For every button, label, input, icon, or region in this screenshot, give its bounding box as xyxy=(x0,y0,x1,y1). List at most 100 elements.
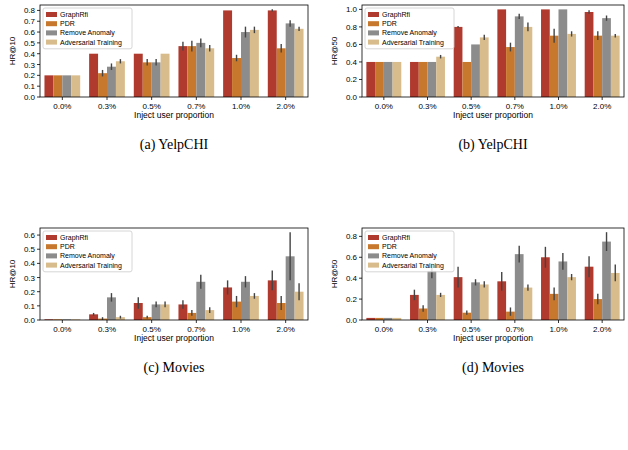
legend-label: Remove Anomaly xyxy=(382,252,437,260)
error-bar xyxy=(272,270,273,290)
x-axis-label: Inject user proportion xyxy=(134,110,214,120)
error-bar xyxy=(475,279,476,285)
x-tick-label: 0.0% xyxy=(375,102,393,111)
y-tick-label: 0.6 xyxy=(24,231,36,240)
y-tick-label: 0.4 xyxy=(346,274,358,283)
x-axis-label: Inject user proportion xyxy=(134,333,214,343)
error-bar xyxy=(466,311,467,315)
y-tick-label: 0.4 xyxy=(346,58,358,67)
error-bar xyxy=(615,34,616,38)
bar xyxy=(205,48,214,97)
bar xyxy=(611,36,620,97)
bar xyxy=(134,54,143,97)
y-tick xyxy=(359,278,362,279)
x-tick-label: 2.0% xyxy=(593,325,611,334)
x-tick-label: 0.3% xyxy=(98,102,116,111)
y-tick xyxy=(359,299,362,300)
x-tick xyxy=(241,97,242,100)
y-tick-label: 0.0 xyxy=(346,316,358,325)
y-tick xyxy=(37,305,40,306)
bar xyxy=(541,9,550,97)
legend: GraphRfiPDRRemove AnomalyAdversarial Tra… xyxy=(365,231,454,272)
x-tick xyxy=(514,320,515,323)
legend-swatch xyxy=(46,263,57,268)
error-bar xyxy=(209,307,210,313)
error-bar xyxy=(545,247,546,268)
y-tick-label: 0.6 xyxy=(346,40,358,49)
bar xyxy=(559,9,568,97)
x-tick-label: 0.0% xyxy=(375,325,393,334)
error-bar xyxy=(102,317,103,320)
x-tick-label: 0.3% xyxy=(418,102,436,111)
error-bar xyxy=(510,307,511,315)
y-tick-label: 0.3 xyxy=(24,274,36,283)
error-bar xyxy=(146,59,147,65)
bar xyxy=(471,44,480,97)
error-bar xyxy=(588,256,589,277)
y-tick xyxy=(37,320,40,321)
error-bar xyxy=(146,316,147,319)
x-tick-label: 2.0% xyxy=(277,102,295,111)
legend-swatch xyxy=(368,263,379,268)
x-tick xyxy=(427,320,428,323)
legend-swatch xyxy=(46,235,57,240)
bar xyxy=(178,46,187,97)
legend-swatch xyxy=(368,253,379,258)
y-tick-label: 0.5 xyxy=(24,39,36,48)
legend-swatch xyxy=(368,40,379,45)
y-tick xyxy=(37,75,40,76)
bar xyxy=(250,30,259,97)
bar xyxy=(384,62,393,97)
y-tick xyxy=(37,235,40,236)
legend-label: GraphRfi xyxy=(382,234,410,242)
bar xyxy=(524,27,533,97)
bar xyxy=(567,277,576,320)
y-tick xyxy=(359,97,362,98)
x-tick-label: 0.0% xyxy=(53,325,71,334)
error-bar xyxy=(227,280,228,294)
legend-label: Adversarial Training xyxy=(382,262,444,270)
legend-swatch xyxy=(368,12,379,17)
error-bar xyxy=(484,281,485,287)
y-tick-label: 0.4 xyxy=(24,259,36,268)
error-bar xyxy=(111,293,112,301)
legend-label: GraphRfi xyxy=(382,11,410,19)
y-tick-label: 0.4 xyxy=(24,50,36,59)
panel-caption: (a) YelpCHI xyxy=(140,137,209,153)
x-tick xyxy=(383,97,384,100)
plot-frame xyxy=(40,5,308,97)
x-tick-label: 1.0% xyxy=(549,102,567,111)
y-axis-label: HR@50 xyxy=(330,36,339,65)
error-bar xyxy=(501,272,502,291)
legend-label: GraphRfi xyxy=(60,234,88,242)
bar xyxy=(454,27,463,97)
bar xyxy=(277,48,286,97)
legend-label: Remove Anomaly xyxy=(382,29,437,37)
bar xyxy=(89,54,98,97)
bar xyxy=(268,10,277,97)
panel: 0.00.20.40.60.80.0%0.3%0.5%0.7%1.0%2.0%I… xyxy=(330,228,624,376)
bar xyxy=(515,16,524,97)
legend-swatch xyxy=(368,235,379,240)
legend: GraphRfiPDRRemove AnomalyAdversarial Tra… xyxy=(43,8,132,49)
error-bar xyxy=(588,10,589,14)
plot-frame xyxy=(362,5,624,97)
y-tick-label: 0.0 xyxy=(346,93,358,102)
bar xyxy=(187,46,196,97)
error-bar xyxy=(254,27,255,33)
bar xyxy=(62,75,71,97)
bar xyxy=(196,43,205,97)
panel-caption: (d) Movies xyxy=(462,360,524,376)
x-tick xyxy=(196,320,197,323)
legend: GraphRfiPDRRemove AnomalyAdversarial Tra… xyxy=(365,8,454,49)
y-tick xyxy=(359,79,362,80)
bar xyxy=(462,62,471,97)
x-tick xyxy=(427,97,428,100)
legend-swatch xyxy=(46,253,57,258)
error-bar xyxy=(457,26,458,28)
bar xyxy=(107,67,116,97)
y-tick xyxy=(37,249,40,250)
x-axis-label: Inject user proportion xyxy=(453,333,533,343)
error-bar xyxy=(191,310,192,316)
error-bar xyxy=(245,276,246,287)
